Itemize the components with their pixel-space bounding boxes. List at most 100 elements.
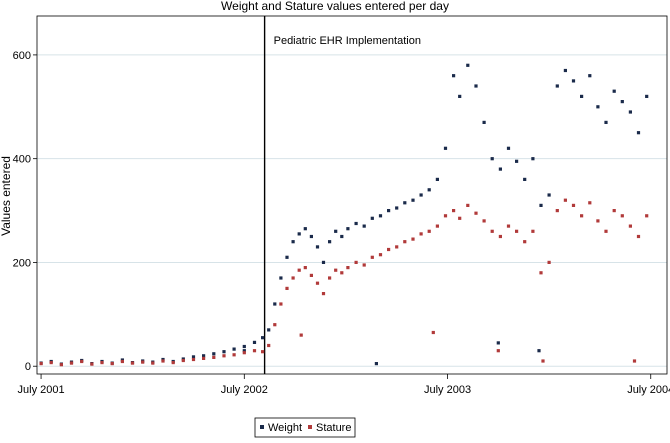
y-tick-label: 0 (25, 361, 31, 373)
stature-point (452, 209, 456, 213)
stature-point (645, 214, 649, 218)
y-axis-title: Values entered (0, 156, 13, 236)
series-stature (39, 198, 649, 367)
stature-point (285, 286, 289, 290)
stature-point (267, 343, 271, 348)
stature-point (309, 273, 313, 277)
weight-point (212, 352, 216, 356)
weight-point (628, 110, 632, 114)
weight-point (539, 203, 543, 207)
weight-point (279, 276, 283, 280)
weight-point (403, 201, 407, 205)
stature-point (354, 260, 358, 264)
stature-point (59, 363, 63, 367)
stature-point (120, 359, 124, 364)
weight-point (232, 347, 236, 351)
weight-point (261, 336, 265, 340)
stature-point (110, 362, 114, 366)
weight-point (309, 234, 313, 239)
weight-point (222, 350, 226, 354)
weight-point (580, 94, 584, 98)
legend-label-stature: Stature (316, 422, 351, 434)
weight-point (620, 100, 624, 104)
stature-point (370, 255, 374, 259)
stature-point (628, 224, 632, 228)
stature-point (242, 351, 246, 355)
stature-point (496, 349, 500, 353)
stature-point (334, 268, 338, 272)
weight-point (411, 198, 415, 202)
weight-point (506, 146, 511, 150)
stature-point (498, 234, 502, 239)
stature-point (151, 361, 155, 365)
weight-point (588, 74, 592, 78)
weight-point (285, 255, 289, 259)
stature-point (547, 260, 551, 264)
stature-point (403, 240, 407, 244)
weight-point (537, 349, 541, 353)
stature-point (632, 359, 637, 363)
stature-point (291, 276, 295, 280)
stature-point (161, 359, 165, 363)
weight-point (340, 234, 344, 239)
stature-point (435, 224, 439, 228)
weight-point (458, 94, 462, 98)
weight-point (555, 84, 559, 88)
weight-point (267, 328, 271, 332)
stature-point (431, 330, 435, 335)
stature-point (588, 201, 592, 205)
stature-point (252, 349, 257, 353)
stature-point (531, 229, 535, 233)
weight-point (490, 157, 494, 161)
stature-point (571, 203, 576, 207)
stature-point (100, 361, 104, 365)
x-tick-label: July 2002 (221, 384, 268, 396)
stature-point (395, 245, 399, 249)
weight-point (498, 167, 502, 171)
weight-point (435, 177, 439, 181)
weight-point (547, 193, 551, 197)
x-tick-label: July 2001 (18, 384, 65, 396)
weight-point (321, 260, 326, 264)
stature-point (604, 229, 608, 233)
stature-point (90, 362, 94, 366)
stature-point (273, 323, 277, 327)
weight-point (645, 94, 649, 98)
stature-point (523, 240, 527, 244)
weight-point (370, 216, 374, 220)
weight-point (515, 159, 519, 163)
plot-area-frame (36, 15, 668, 375)
weight-point (242, 344, 246, 349)
weight-point (202, 354, 206, 358)
weight-point (531, 157, 535, 161)
stature-point (539, 271, 543, 275)
weight-point (395, 206, 399, 210)
legend: Weight Stature (254, 417, 356, 438)
stature-point (39, 362, 43, 366)
y-tick-label: 400 (13, 154, 31, 166)
x-axis-ticks: July 2001 July 2002 July 2003 July 2004 (18, 374, 670, 396)
stature-point (340, 271, 344, 275)
stature-point (580, 214, 584, 218)
stature-point (202, 356, 206, 360)
stature-point (466, 203, 470, 207)
stature-point (130, 361, 135, 365)
stature-point (506, 224, 511, 228)
weight-point (443, 146, 448, 150)
weight-point (523, 177, 527, 181)
stature-point (387, 247, 391, 252)
stature-point (612, 209, 616, 213)
stature-point (515, 229, 519, 233)
stature-point (232, 353, 236, 357)
stature-point (191, 357, 196, 362)
stature-point (315, 281, 320, 285)
weight-point (346, 227, 350, 231)
stature-point (636, 234, 641, 239)
weight-point (636, 131, 641, 135)
stature-point (141, 360, 145, 364)
stature-point (279, 302, 283, 306)
y-axis-ticks: 0 200 400 600 (13, 50, 37, 373)
weight-point (612, 89, 616, 93)
